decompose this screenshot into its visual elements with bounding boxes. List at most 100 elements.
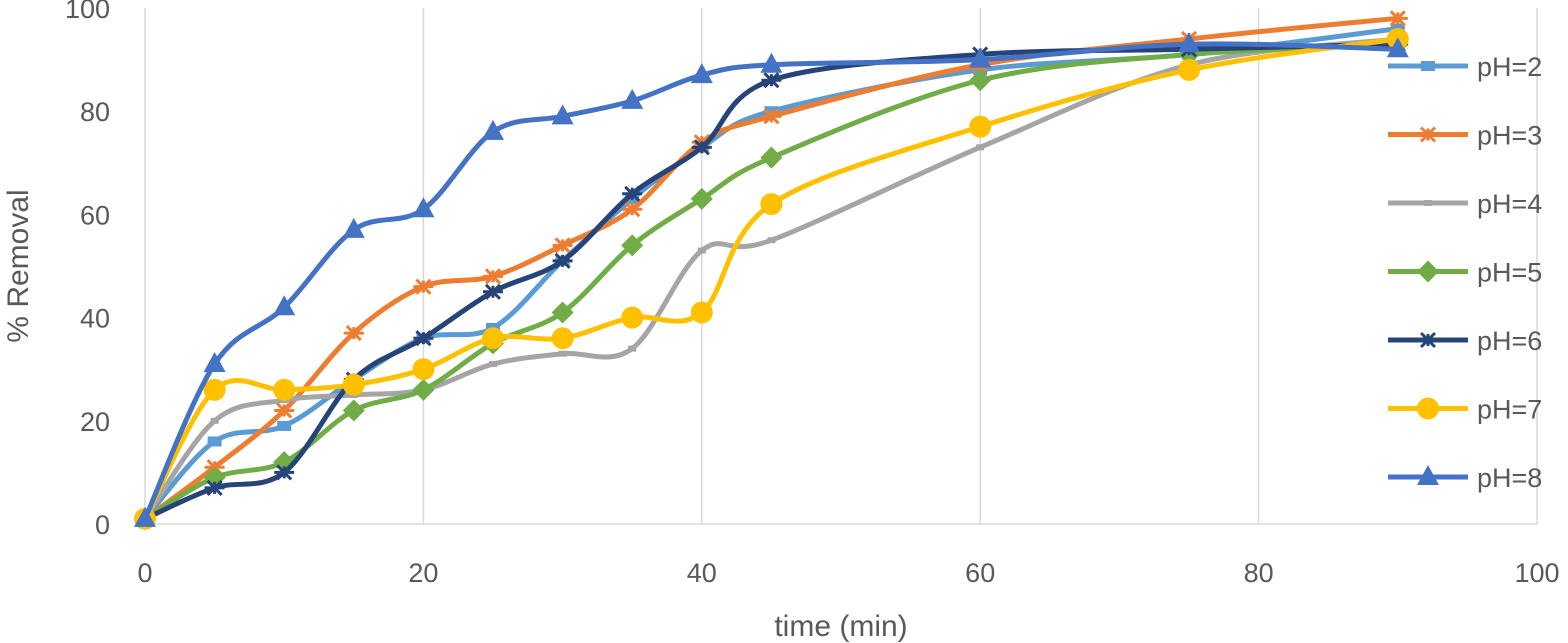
legend-item: pH=4 [1388, 189, 1542, 219]
data-point [969, 115, 992, 138]
data-point [274, 464, 295, 481]
x-tick-label: 20 [408, 558, 438, 588]
data-point [551, 104, 574, 125]
data-point [483, 268, 503, 285]
legend-label: pH=6 [1477, 326, 1542, 356]
series-pH=7 [134, 27, 1409, 530]
data-point [1178, 32, 1200, 53]
data-point [412, 197, 435, 218]
data-point [691, 139, 712, 156]
data-point [342, 399, 365, 422]
series-line [142, 26, 1401, 522]
series-pH=3 [135, 10, 1408, 527]
data-point [552, 252, 573, 269]
x-tick-label: 60 [965, 558, 995, 588]
legend-marker [1418, 126, 1438, 143]
data-point [622, 185, 643, 202]
data-point [273, 295, 296, 316]
y-tick-label: 0 [95, 510, 110, 540]
data-point [760, 52, 783, 73]
data-point [342, 373, 365, 396]
legend-item: pH=8 [1388, 463, 1542, 493]
data-point [690, 63, 713, 84]
data-point [969, 47, 992, 68]
data-point [134, 506, 156, 527]
data-point [210, 417, 219, 424]
data-point [342, 217, 365, 238]
data-point [767, 237, 776, 244]
y-tick-label: 60 [80, 200, 110, 230]
data-point [343, 325, 364, 342]
legend-item: pH=3 [1388, 121, 1542, 151]
data-point [203, 378, 226, 401]
series-layer [134, 10, 1409, 530]
data-point [489, 361, 497, 368]
legend-item: pH=6 [1388, 326, 1542, 356]
grid-lines [144, 8, 1538, 524]
y-tick-label: 20 [80, 407, 110, 437]
data-point [483, 283, 503, 300]
legend-item: pH=7 [1388, 395, 1542, 425]
legend-marker [1418, 331, 1438, 349]
legend-label: pH=5 [1477, 258, 1542, 288]
data-point [1387, 10, 1408, 27]
legend-marker [1421, 61, 1435, 71]
data-point [621, 88, 644, 109]
y-tick-label: 100 [65, 0, 110, 24]
data-point [413, 330, 434, 347]
data-point [697, 247, 706, 254]
data-point [760, 146, 783, 169]
data-point [1178, 58, 1200, 81]
data-point [413, 278, 434, 295]
data-point [621, 306, 644, 329]
y-tick-label: 80 [80, 97, 110, 127]
data-point [621, 234, 644, 257]
x-tick-label: 0 [137, 558, 152, 588]
data-point [761, 108, 782, 125]
legend-item: pH=5 [1388, 258, 1542, 288]
y-axis-title: % Removal [2, 189, 35, 342]
data-point [203, 352, 226, 373]
data-point [204, 479, 225, 496]
data-point [551, 301, 574, 324]
y-tick-label: 40 [80, 304, 110, 334]
series-line [142, 15, 1401, 522]
data-point [551, 327, 574, 350]
data-point [274, 402, 295, 419]
legend-label: pH=4 [1477, 189, 1542, 219]
data-point [412, 378, 435, 401]
series-line [142, 41, 1401, 522]
data-point [761, 72, 782, 89]
x-axis-ticks: 0 20 40 60 80 100 [137, 558, 1559, 588]
data-point [690, 301, 713, 324]
series-pH=8 [134, 32, 1409, 527]
data-point [277, 420, 292, 431]
legend-marker [1424, 200, 1432, 206]
x-axis-title: time (min) [774, 610, 907, 643]
legend-marker [1417, 397, 1439, 420]
data-point [628, 345, 637, 352]
data-point [412, 358, 435, 381]
legend-marker [1417, 465, 1439, 485]
data-point [1386, 37, 1409, 58]
y-axis-ticks: 0 20 40 60 80 100 [65, 0, 110, 540]
legend-marker [1417, 260, 1439, 283]
data-point [760, 193, 783, 216]
data-point [482, 119, 504, 140]
data-point [552, 237, 573, 254]
data-point [558, 350, 567, 357]
data-point [482, 327, 504, 350]
legend-label: pH=8 [1477, 463, 1542, 493]
data-point [207, 436, 222, 447]
series-pH=2 [138, 23, 1405, 524]
data-point [273, 378, 296, 401]
legend-label: pH=3 [1477, 121, 1542, 151]
data-point [976, 144, 985, 151]
legend-item: pH=2 [1388, 52, 1542, 82]
x-tick-label: 40 [687, 558, 717, 588]
legend: pH=2 pH=3 pH=4 pH=5 pH=6 pH=7 pH=8 [1388, 52, 1542, 493]
data-point [622, 201, 643, 218]
data-point [969, 69, 992, 92]
data-point [690, 187, 713, 210]
